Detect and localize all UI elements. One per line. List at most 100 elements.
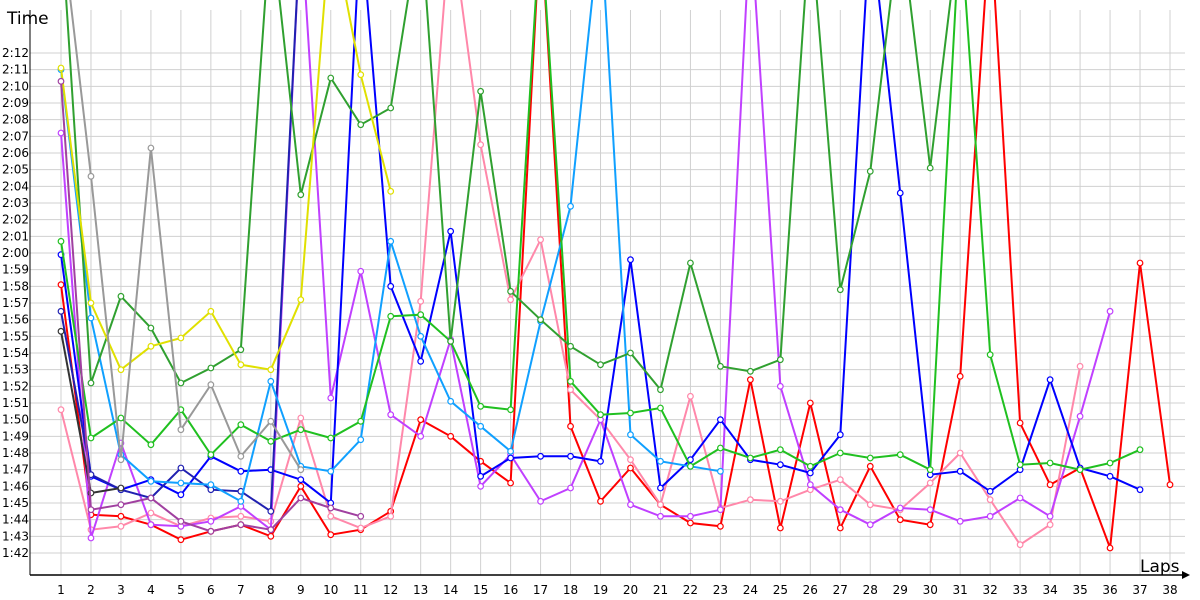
axes [29,10,1190,579]
data-point [687,512,694,520]
data-point [776,461,784,469]
data-point [567,452,574,460]
data-point [567,342,574,350]
data-point [117,414,125,422]
y-tick-label: 1:42 [2,546,29,560]
data-point [147,342,155,350]
data-point [1016,494,1024,502]
data-point [956,449,964,457]
x-tick-label: 27 [833,583,848,597]
data-point [657,512,664,520]
data-point [1076,466,1084,474]
data-point [687,259,694,267]
x-tick-label: 16 [503,583,518,597]
data-point [417,357,425,365]
x-tick-label: 10 [323,583,338,597]
data-point [267,526,275,534]
data-point [597,497,604,505]
data-point [507,447,514,455]
data-point [1016,419,1024,427]
data-point [117,484,125,492]
data-point [866,501,874,509]
data-point [776,524,784,532]
data-point [327,74,335,82]
data-point [417,332,425,340]
x-tick-label: 7 [237,583,245,597]
data-point [267,417,275,425]
data-point [147,477,155,485]
data-point [297,296,305,304]
x-tick-label: 9 [297,583,305,597]
y-tick-label: 2:05 [2,163,29,177]
data-point [746,376,754,384]
data-point [297,476,305,484]
data-point [237,497,245,505]
x-tick-label: 35 [1072,583,1087,597]
x-tick-label: 19 [593,583,608,597]
data-point [207,517,215,525]
x-tick-label: 25 [773,583,788,597]
data-point [387,312,395,320]
y-tick-label: 2:04 [2,179,29,193]
y-axis-title: Time [6,9,49,29]
data-point [267,507,275,515]
x-axis-title: Laps [1140,557,1180,577]
x-tick-label: 14 [443,583,458,597]
data-point [776,382,784,390]
data-point [417,416,425,424]
data-point [87,299,95,307]
data-point [177,426,185,434]
data-point [986,487,994,495]
data-point [357,417,365,425]
data-point [327,434,335,442]
y-tick-label: 2:00 [2,246,29,260]
data-point [1106,307,1114,315]
data-point [207,364,215,372]
data-point [567,422,574,430]
x-tick-label: 6 [207,583,215,597]
data-point [57,237,65,245]
x-tick-label: 18 [563,583,578,597]
data-point [177,464,185,472]
data-point [57,307,65,315]
data-point [1166,481,1174,489]
data-point [147,144,155,152]
data-point [297,482,305,490]
data-point [387,237,395,245]
x-tick-label: 26 [803,583,818,597]
data-point [237,361,245,369]
data-point [267,377,275,385]
data-point [357,524,365,532]
data-point [866,167,874,175]
data-point [926,521,934,529]
data-point [627,349,634,357]
x-tick-label: 37 [1132,583,1147,597]
data-point [746,367,754,375]
x-tick-label: 4 [147,583,155,597]
data-point [627,431,634,439]
data-point [57,77,65,85]
data-point [357,121,365,129]
data-point [327,504,335,512]
data-point [597,361,604,369]
data-point [117,501,125,509]
data-point [836,449,844,457]
data-point [776,446,784,454]
series-line [60,0,392,372]
data-point [417,297,425,305]
data-point [1076,362,1084,370]
data-point [746,496,754,504]
series-12 [57,77,365,535]
y-tick-label: 1:59 [2,263,29,277]
data-point [327,467,335,475]
y-tick-label: 2:12 [2,46,29,60]
data-point [117,366,125,374]
data-point [1106,459,1114,467]
data-point [117,456,125,464]
data-point [986,512,994,520]
y-tick-label: 1:50 [2,413,29,427]
x-tick-label: 34 [1042,583,1057,597]
data-point [866,521,874,529]
series-7 [57,0,1144,474]
data-point [896,189,904,197]
